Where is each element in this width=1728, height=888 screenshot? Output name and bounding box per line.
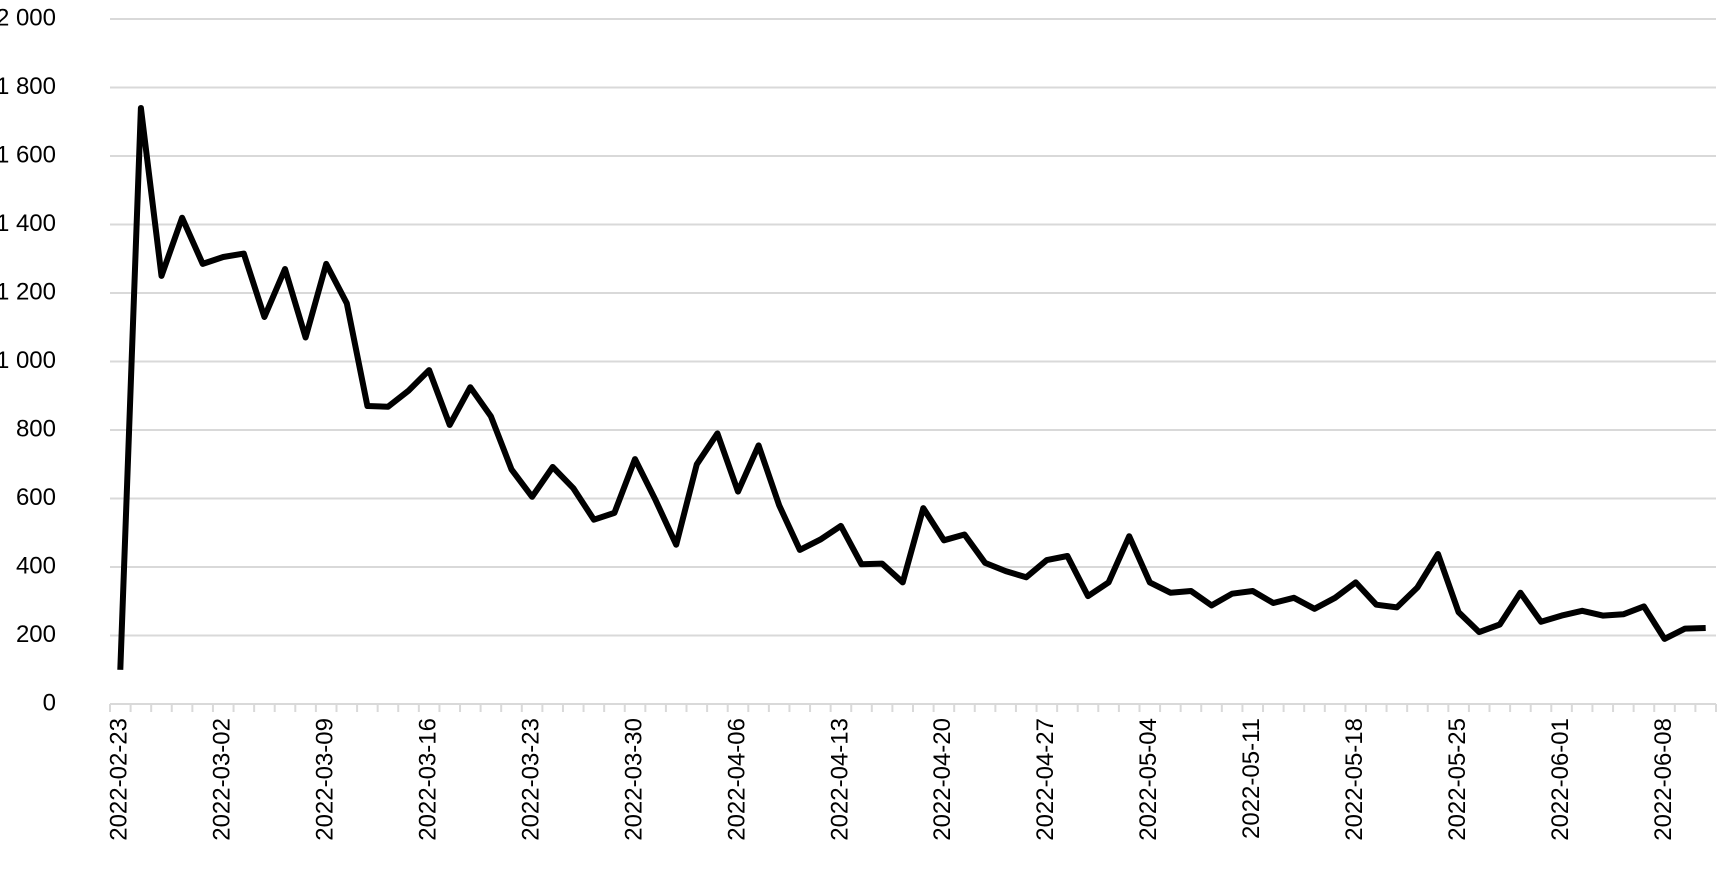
y-tick-label: 1 800 bbox=[0, 73, 56, 100]
y-tick-label: 1 200 bbox=[0, 278, 56, 305]
y-tick-label: 2 000 bbox=[0, 4, 56, 31]
x-tick-label: 2022-02-23 bbox=[106, 718, 133, 841]
x-tick-label: 2022-03-02 bbox=[209, 718, 236, 841]
x-tick-label: 2022-06-01 bbox=[1547, 718, 1574, 841]
x-tick-label: 2022-03-30 bbox=[620, 718, 647, 841]
x-tick-label: 2022-05-18 bbox=[1341, 718, 1368, 841]
y-tick-label: 0 bbox=[43, 689, 56, 716]
y-tick-label: 800 bbox=[16, 415, 56, 442]
y-tick-label: 1 000 bbox=[0, 347, 56, 374]
x-tick-label: 2022-03-16 bbox=[414, 718, 441, 841]
x-tick-label: 2022-04-20 bbox=[929, 718, 956, 841]
x-tick-label: 2022-05-25 bbox=[1444, 718, 1471, 841]
x-tick-label: 2022-06-08 bbox=[1650, 718, 1677, 841]
y-tick-label: 1 600 bbox=[0, 141, 56, 168]
line bbox=[117, 105, 1706, 670]
x-tick-label: 2022-04-13 bbox=[826, 718, 853, 841]
x-tick-label: 2022-03-09 bbox=[312, 718, 339, 841]
y-tick-label: 600 bbox=[16, 484, 56, 511]
y-tick-label: 200 bbox=[16, 621, 56, 648]
x-tick-label: 2022-05-04 bbox=[1135, 718, 1162, 841]
x-tick-label: 2022-03-23 bbox=[517, 718, 544, 841]
x-tick-label: 2022-05-11 bbox=[1238, 718, 1265, 839]
y-tick-label: 1 400 bbox=[0, 210, 56, 237]
x-tick-label: 2022-04-06 bbox=[723, 718, 750, 841]
y-tick-label: 400 bbox=[16, 552, 56, 579]
x-tick-label: 2022-04-27 bbox=[1032, 718, 1059, 841]
